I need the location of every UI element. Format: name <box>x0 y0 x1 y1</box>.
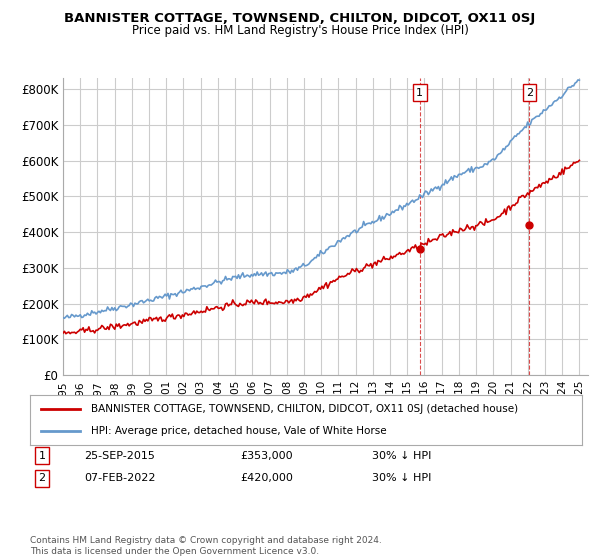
Text: 30% ↓ HPI: 30% ↓ HPI <box>372 473 431 483</box>
Text: 2: 2 <box>38 473 46 483</box>
Text: BANNISTER COTTAGE, TOWNSEND, CHILTON, DIDCOT, OX11 0SJ (detached house): BANNISTER COTTAGE, TOWNSEND, CHILTON, DI… <box>91 404 518 414</box>
Text: BANNISTER COTTAGE, TOWNSEND, CHILTON, DIDCOT, OX11 0SJ: BANNISTER COTTAGE, TOWNSEND, CHILTON, DI… <box>64 12 536 25</box>
Text: 07-FEB-2022: 07-FEB-2022 <box>84 473 155 483</box>
Text: 2: 2 <box>526 88 533 97</box>
Text: Price paid vs. HM Land Registry's House Price Index (HPI): Price paid vs. HM Land Registry's House … <box>131 24 469 37</box>
Text: 30% ↓ HPI: 30% ↓ HPI <box>372 451 431 461</box>
Text: 1: 1 <box>38 451 46 461</box>
Text: HPI: Average price, detached house, Vale of White Horse: HPI: Average price, detached house, Vale… <box>91 426 386 436</box>
Text: 1: 1 <box>416 88 424 97</box>
Text: 25-SEP-2015: 25-SEP-2015 <box>84 451 155 461</box>
Text: £353,000: £353,000 <box>240 451 293 461</box>
Text: £420,000: £420,000 <box>240 473 293 483</box>
Text: Contains HM Land Registry data © Crown copyright and database right 2024.
This d: Contains HM Land Registry data © Crown c… <box>30 536 382 556</box>
